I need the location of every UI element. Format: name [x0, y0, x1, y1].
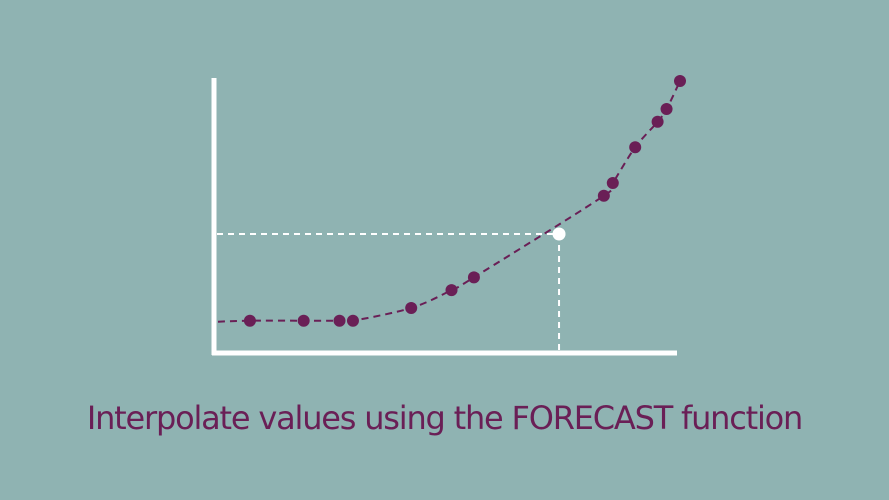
- interpolated-point: [552, 227, 566, 241]
- data-point-8: [597, 189, 610, 202]
- guide-lines: [217, 233, 561, 350]
- caption-title: Interpolate values using the FORECAST fu…: [86, 399, 803, 437]
- data-point-6: [445, 284, 458, 297]
- data-point-5: [405, 301, 418, 314]
- data-point-13: [674, 75, 686, 87]
- data-points: [243, 75, 686, 327]
- data-point-4: [346, 314, 359, 327]
- axes: [211, 78, 677, 356]
- data-point-1: [243, 314, 256, 327]
- data-point-11: [651, 115, 664, 128]
- data-point-9: [606, 177, 619, 189]
- data-point-10: [629, 141, 642, 154]
- data-point-2: [297, 314, 310, 327]
- data-point-3: [333, 314, 346, 327]
- data-point-12: [660, 103, 673, 116]
- data-point-7: [467, 271, 480, 284]
